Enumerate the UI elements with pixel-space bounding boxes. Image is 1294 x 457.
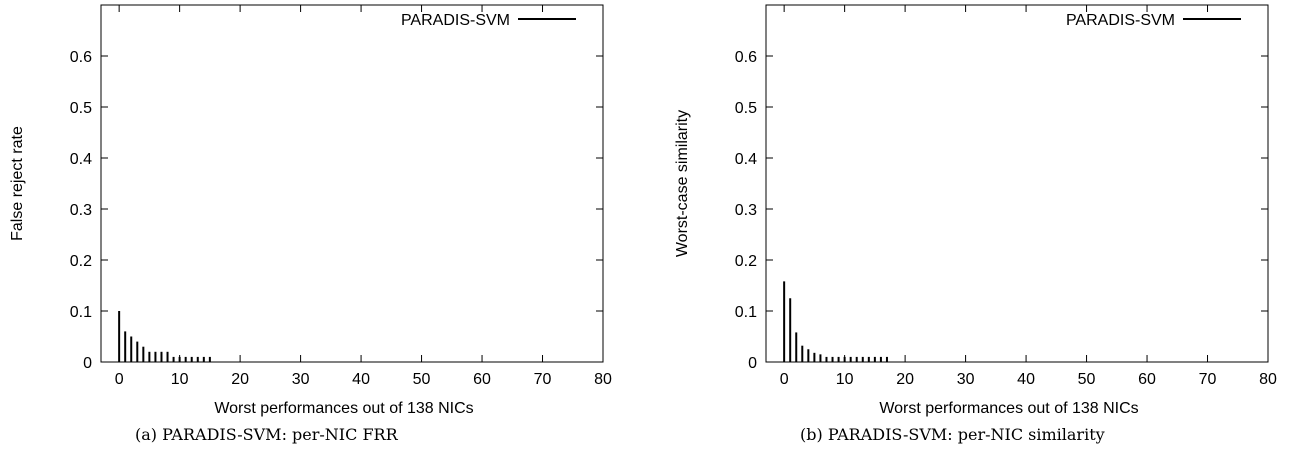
y-tick-label: 0.4 [70,151,92,168]
y-tick-label: 0.1 [735,304,757,321]
x-tick-label: 20 [896,371,914,388]
x-tick-label: 0 [115,371,124,388]
x-tick-label: 30 [957,371,975,388]
y-tick-label: 0.1 [70,304,92,321]
chart-panel-a: 0 0.1 0.2 0.3 0.4 0.5 0.6 0 10 20 30 40 50 60 70 80 PARA… [9,4,612,444]
x-tick-label: 10 [171,371,189,388]
x-tick-label: 60 [473,371,491,388]
x-tick-label: 10 [836,371,854,388]
y-tick-label: 0 [748,355,757,372]
x-tick-label: 0 [780,371,789,388]
y-axis-label: False reject rate [9,126,26,241]
legend-label: PARADIS-SVM [1066,12,1175,29]
x-tick-label: 70 [534,371,552,388]
figure-caption: (a) PARADIS-SVM: per-NIC FRR [135,425,399,444]
plot-frame [765,4,1269,363]
x-tick-label: 50 [1078,371,1096,388]
x-axis-label: Worst performances out of 138 NICs [214,400,473,417]
x-tick-label: 20 [231,371,249,388]
y-axis-label: Worst-case similarity [674,110,691,257]
y-tick-label: 0.3 [70,202,92,219]
y-tick-label: 0.6 [70,49,92,66]
y-tick-label: 0.2 [735,253,757,270]
y-tick-label: 0.2 [70,253,92,270]
x-tick-label: 80 [594,371,612,388]
x-tick-label: 50 [413,371,431,388]
y-tick-label: 0.5 [70,100,92,117]
y-tick-label: 0 [83,355,92,372]
x-tick-label: 70 [1199,371,1217,388]
y-tick-label: 0.4 [735,151,757,168]
y-tick-label: 0.3 [735,202,757,219]
plot-frame [100,4,604,363]
y-tick-label: 0.5 [735,100,757,117]
x-tick-label: 40 [352,371,370,388]
figure-caption: (b) PARADIS-SVM: per-NIC similarity [800,425,1105,444]
x-tick-label: 40 [1017,371,1035,388]
x-tick-label: 60 [1138,371,1156,388]
x-tick-label: 80 [1259,371,1277,388]
x-axis-label: Worst performances out of 138 NICs [879,400,1138,417]
chart-panel-b: 0 0.1 0.2 0.3 0.4 0.5 0.6 0 10 20 30 40 50 60 70 80 PARA… [674,4,1277,444]
y-tick-label: 0.6 [735,49,757,66]
x-tick-label: 30 [292,371,310,388]
legend-label: PARADIS-SVM [401,12,510,29]
